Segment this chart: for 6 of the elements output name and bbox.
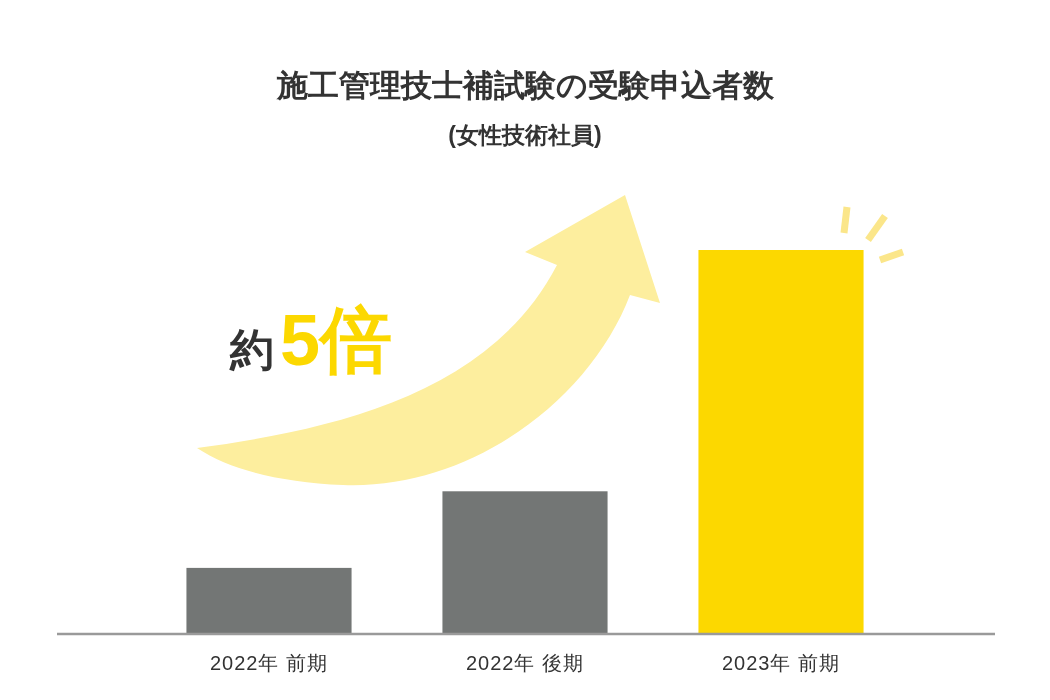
chart-subtitle: (女性技術社員)	[448, 122, 602, 148]
x-tick-label: 2023年 前期	[721, 652, 841, 674]
x-tick-label: 2022年 後期	[465, 652, 585, 674]
x-tick-label: 2022年 前期	[209, 652, 329, 674]
annotation: 約5倍	[229, 300, 393, 380]
chart-title: 施工管理技士補試験の受験申込者数	[275, 68, 775, 103]
